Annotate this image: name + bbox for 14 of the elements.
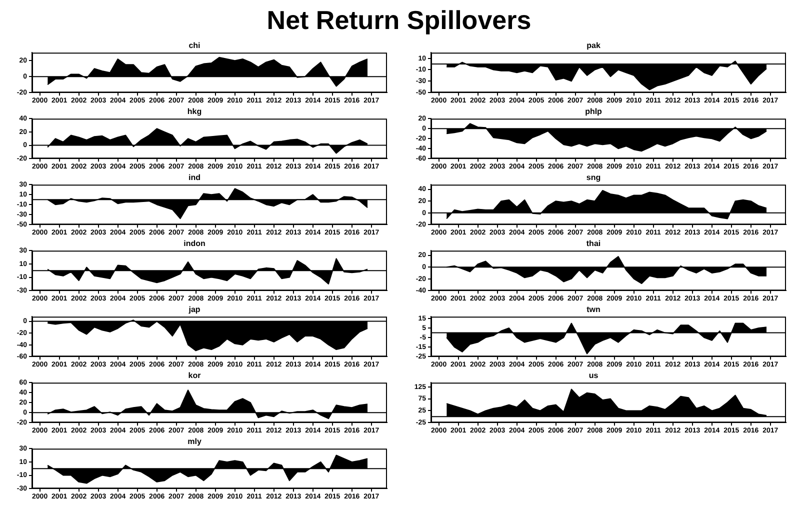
chart-title: mly: [188, 437, 202, 446]
chart-title: twn: [586, 305, 600, 314]
chart-title: ind: [188, 173, 201, 182]
chart-title: chi: [188, 41, 200, 50]
chart-title: indon: [184, 239, 206, 248]
chart-title: jap: [188, 305, 200, 314]
chart-title: phlp: [585, 107, 602, 116]
chart-title: kor: [188, 371, 201, 380]
chart-title: pak: [586, 41, 601, 50]
text: Net Return Spillovers: [266, 4, 532, 36]
chart-title: us: [588, 371, 599, 380]
chart-title: hkg: [187, 107, 202, 116]
chart-title: thai: [586, 239, 601, 248]
chart-title: sng: [586, 173, 601, 182]
